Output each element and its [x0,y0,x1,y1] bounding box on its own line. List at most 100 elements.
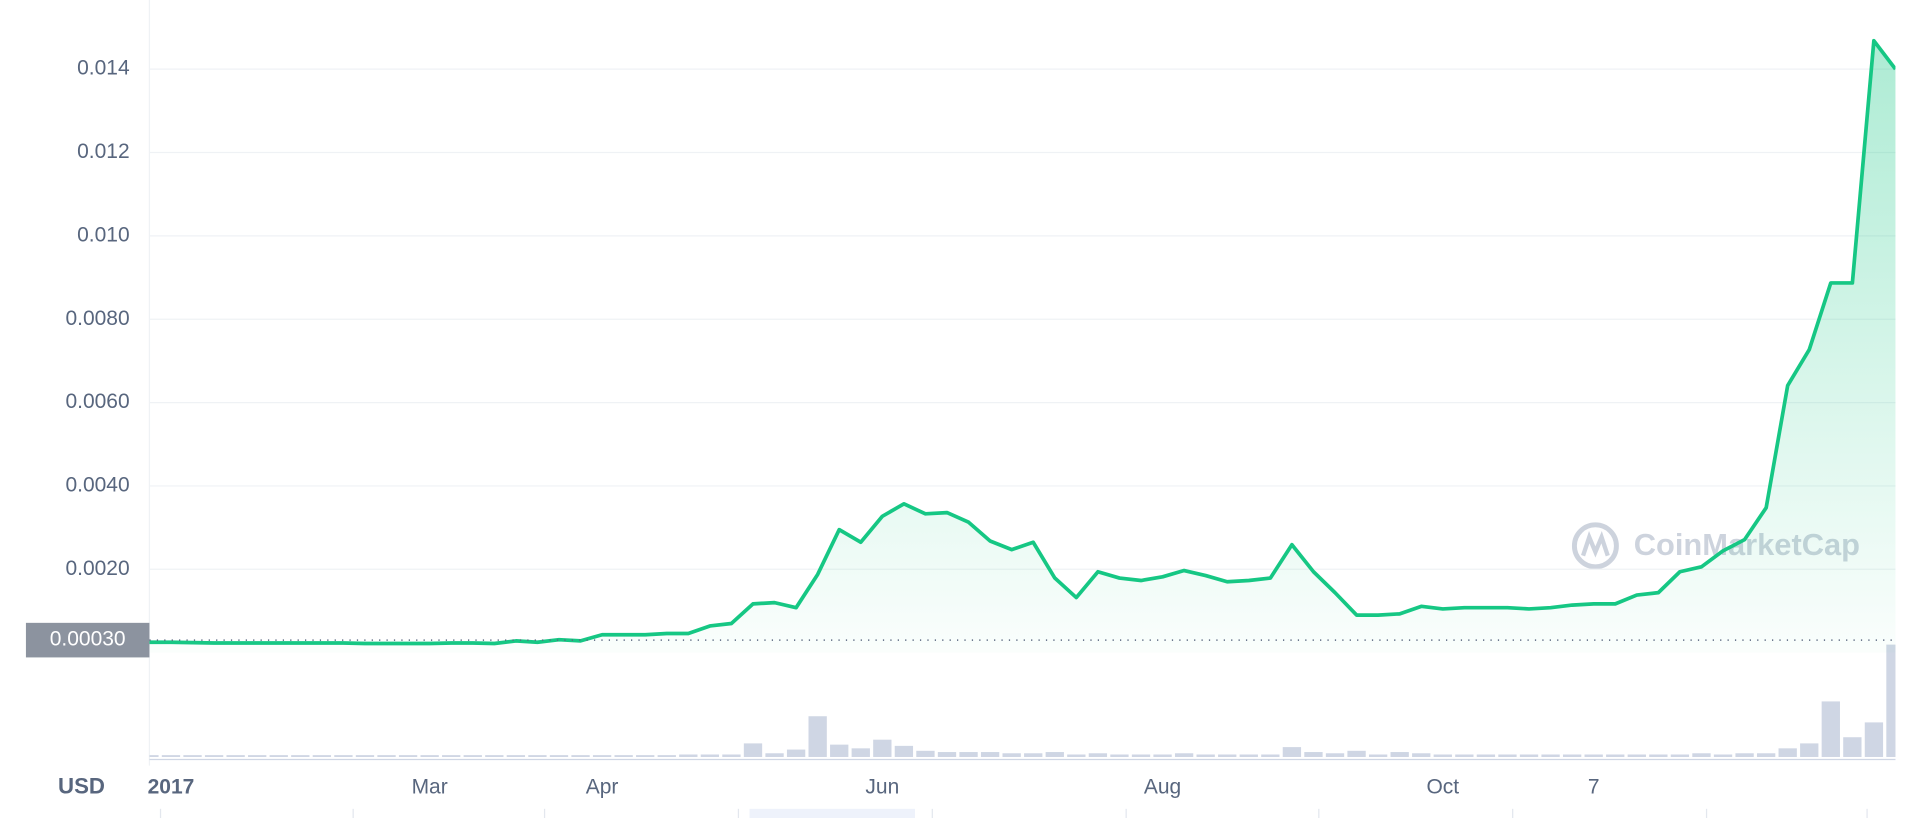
volume-bar [1541,754,1560,757]
volume-bar [1476,754,1496,757]
volume-bar [506,755,526,757]
volume-bar [1606,754,1625,757]
volume-bar [786,749,806,757]
volume-bar [830,744,849,757]
volume-bar [485,755,504,757]
volume-bar [1670,754,1690,757]
volume-bar [1778,748,1797,757]
y-tick-label: 0.010 [77,223,130,246]
volume-bar [398,755,418,757]
volume-bar [959,752,978,757]
y-tick-label: 0.0080 [65,307,129,330]
volume-bar [1498,754,1517,757]
volume-bar [1045,752,1064,757]
y-tick-label: 0.0040 [65,473,129,496]
volume-bar [937,752,957,757]
x-tick-label: Oct [1426,775,1459,798]
volume-bar [1627,754,1646,757]
volume-bar [161,755,181,757]
volume-bar [743,743,763,757]
volume-bar [463,755,482,757]
volume-bar [1174,753,1194,757]
volume-bar [149,755,159,757]
volume-bar [765,753,784,757]
volume-bar [1692,753,1711,757]
navigator-window[interactable] [749,808,916,822]
volume-bar [1455,754,1474,757]
volume-bar [1347,750,1366,757]
volume-bar [334,755,353,757]
reference-label: 0.00030 [50,628,126,651]
volume-bar [204,755,224,757]
volume-bar [1390,752,1409,757]
volume-bar [312,755,332,757]
volume-bar [1218,754,1237,757]
volume-bar [1239,754,1258,757]
x-tick-label: Aug [1144,775,1181,798]
volume-bar [1843,737,1862,757]
y-tick-label: 0.0060 [65,390,129,413]
volume-bar [1131,754,1151,757]
volume-bar [571,755,590,757]
volume-bar [248,755,267,757]
volume-bar [1412,753,1431,757]
volume-bar [442,755,461,757]
volume-bar [377,755,396,757]
price-area [149,40,1896,653]
volume-bar [183,755,202,757]
navigator [159,808,1868,822]
volume-bar [1562,754,1582,757]
volume-bar [722,754,741,757]
volume-bar [1261,754,1280,757]
volume-bar [592,755,612,757]
y-tick-label: 0.0020 [65,557,129,580]
y-tick-label: 0.012 [77,140,130,163]
currency-label: USD [58,774,105,799]
volume-bar [1756,753,1776,757]
volume-bar [851,748,870,757]
volume-bar [679,754,698,757]
volume-bar [355,755,375,757]
volume-bar [1110,754,1129,757]
volume-bar [549,755,569,757]
volume-bar [1153,754,1172,757]
volume-bar [269,755,288,757]
volume-bar [420,755,439,757]
volume-bar [1067,754,1086,757]
volume-bar [1024,753,1043,757]
plot-area [149,38,1896,757]
volume-bar [226,755,245,757]
volume-bar [657,755,676,757]
volume-bar [614,755,633,757]
volume-bar [894,745,914,757]
volume-bar [916,750,935,757]
volume-bar [1368,754,1388,757]
volume-bar [1886,644,1896,757]
volume-bar [980,752,1000,757]
x-tick-label: Apr [586,775,619,798]
volume-bar [1304,752,1323,757]
volume-bar [1584,754,1603,757]
volume-bar [291,755,310,757]
volume-bar [1519,754,1539,757]
volume-bar [1713,754,1733,757]
volume-bar [1088,753,1108,757]
volume-bar [700,754,720,757]
volume-bar [1325,753,1345,757]
price-line [149,38,1896,646]
volume-bar [1002,753,1021,757]
volume-bar [1735,753,1754,757]
volume-bar [1196,754,1215,757]
volume-bar [808,716,827,757]
volume-bar [1649,754,1668,757]
volume-bar [636,755,655,757]
volume-bar [1433,754,1452,757]
volume-bar [873,739,892,757]
x-tick-label: Mar [412,775,448,798]
x-tick-label: 2017 [148,775,195,798]
volume-bar [1800,743,1819,757]
y-tick-label: 0.014 [77,57,130,80]
volume-bar [1864,722,1884,757]
volume-bar [528,755,547,757]
